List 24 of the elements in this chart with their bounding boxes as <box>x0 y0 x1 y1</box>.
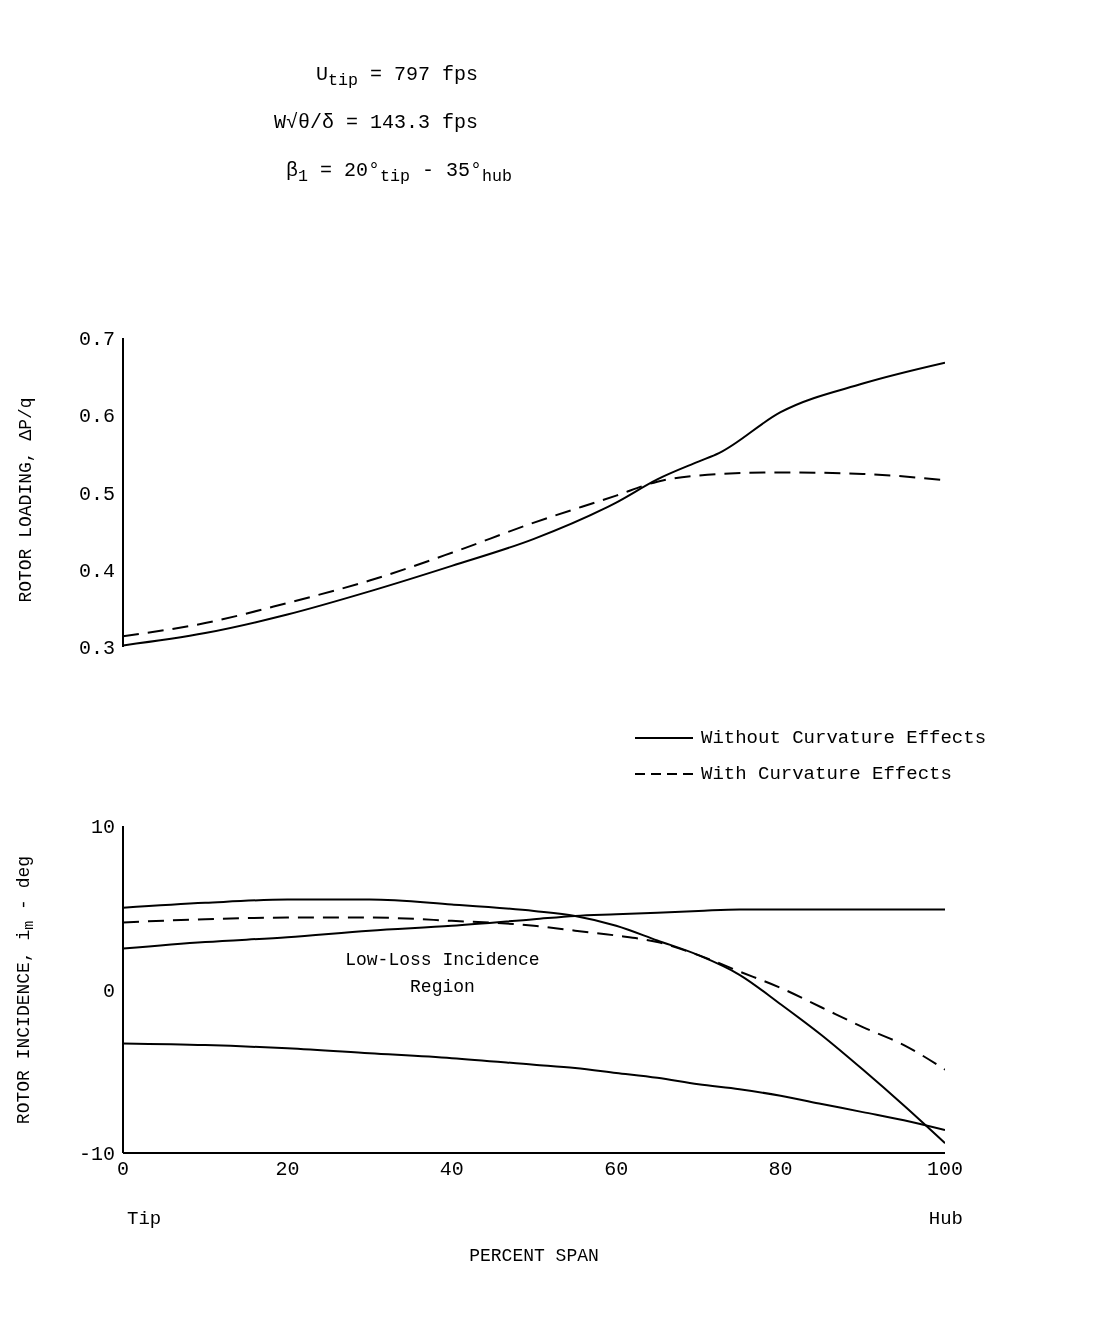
text: Tip <box>127 1208 162 1230</box>
text: β$_{1}$ = 20°$_{tip}$ - 35°$_{hub}$ <box>286 159 513 186</box>
text: U$_{tip}$ = 797 fps <box>314 63 478 90</box>
x-tick-label: 60 <box>604 1158 629 1182</box>
y-tick-label: 0.5 <box>78 482 115 506</box>
annotation: Low-Loss Incidence Region <box>344 949 540 999</box>
y-tick-label: 10 <box>90 816 115 840</box>
text: Hub <box>928 1208 963 1230</box>
x-tick-label: 80 <box>768 1158 793 1182</box>
y-tick-label: 0.4 <box>78 559 115 583</box>
y-tick-label: 0.3 <box>78 637 115 661</box>
legend-label: Without Curvature Effects <box>701 727 987 749</box>
x-tick-label: 0 <box>116 1158 130 1182</box>
y-tick-label: -10 <box>78 1143 115 1167</box>
x-tick-label: 100 <box>926 1158 964 1182</box>
x-tick-label: 40 <box>439 1158 464 1182</box>
y-tick-label: 0 <box>102 979 115 1003</box>
x-tick-label: 20 <box>275 1158 300 1182</box>
text: W√θ/δ = 143.3 fps <box>272 111 478 134</box>
y-tick-label: 0.6 <box>78 405 115 429</box>
y-tick-label: 0.7 <box>78 328 115 352</box>
y-axis-title: ROTOR LOADING, ΔP/q <box>16 397 36 603</box>
x-axis-title: PERCENT SPAN <box>469 1246 599 1266</box>
legend-label: With Curvature Effects <box>701 763 952 785</box>
